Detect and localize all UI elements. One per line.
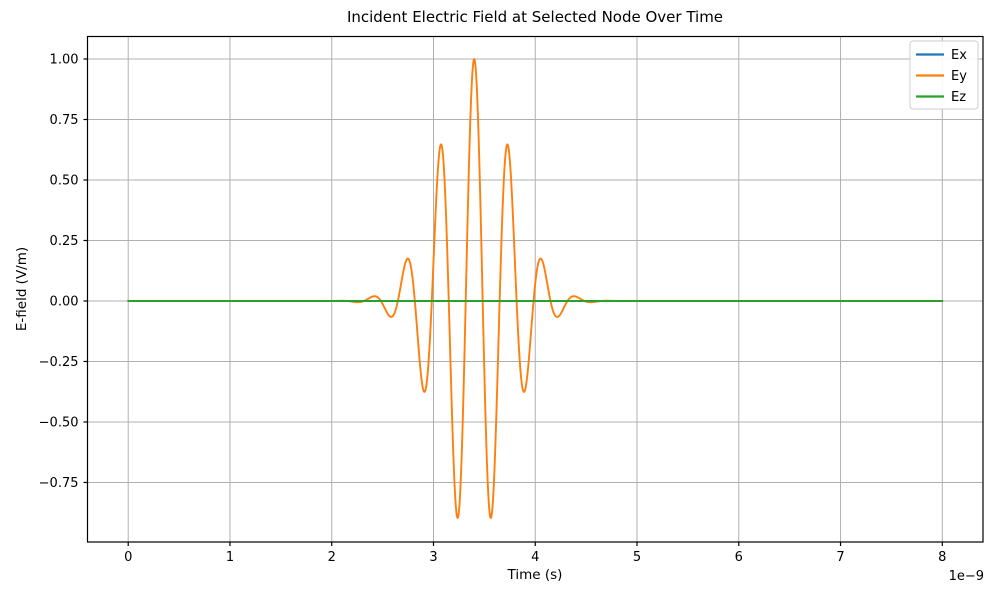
x-tick-label: 0 — [124, 550, 132, 565]
legend-label-ez: Ez — [951, 90, 966, 105]
x-tick-label: 3 — [429, 550, 437, 565]
series-layer — [127, 58, 944, 519]
x-tick-label: 6 — [735, 550, 743, 565]
x-tick-label: 1 — [226, 550, 234, 565]
x-axis-offset-label: 1e−9 — [949, 569, 984, 584]
legend-label-ex: Ex — [951, 48, 967, 63]
y-tick-label: −0.25 — [39, 355, 79, 370]
y-tick-label: −0.50 — [39, 415, 79, 430]
y-tick-label: 0.75 — [50, 113, 79, 128]
y-tick-label: 0.00 — [50, 294, 79, 309]
x-tick-label: 8 — [938, 550, 946, 565]
y-axis-label: E-field (V/m) — [14, 247, 30, 331]
x-axis-label: Time (s) — [507, 567, 563, 583]
x-tick-label: 2 — [328, 550, 336, 565]
x-tick-label: 5 — [633, 550, 641, 565]
x-tick-label: 7 — [836, 550, 844, 565]
legend-label-ey: Ey — [951, 69, 967, 84]
tick-layer: 0 1 2 3 4 5 6 7 8 −0.75 −0.50 −0.25 0.00 0.25 0.50 0.75… — [39, 53, 947, 565]
x-tick-label: 4 — [531, 550, 539, 565]
y-tick-label: −0.75 — [39, 476, 79, 491]
chart-title: Incident Electric Field at Selected Node… — [347, 8, 723, 26]
legend: Ex Ey Ez — [909, 40, 979, 110]
y-tick-label: 0.50 — [50, 173, 79, 188]
y-tick-label: 1.00 — [50, 53, 79, 68]
y-tick-label: 0.25 — [50, 234, 79, 249]
